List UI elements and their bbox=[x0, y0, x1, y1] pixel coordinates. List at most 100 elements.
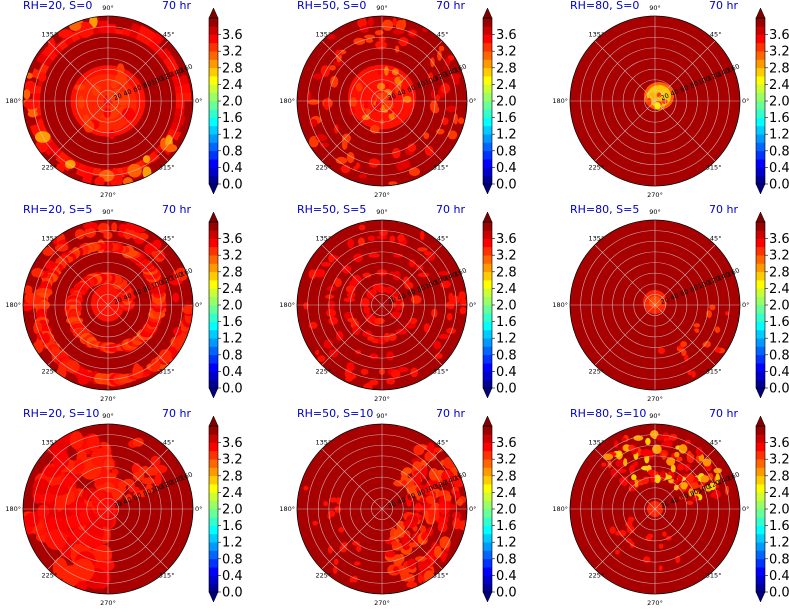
colorbar-segment bbox=[483, 484, 492, 493]
field-patch bbox=[438, 45, 445, 52]
field-patch bbox=[349, 577, 355, 583]
colorbar-segment bbox=[483, 296, 492, 306]
field-patch bbox=[703, 340, 711, 348]
field-patch bbox=[357, 237, 365, 246]
field-patch bbox=[424, 559, 431, 566]
field-patch bbox=[656, 434, 664, 441]
polar-panel: 20 40 60 801001201401600°45°90°135°180°225°… bbox=[552, 0, 749, 199]
angle-tick-label: 315° bbox=[706, 163, 722, 171]
field-patch bbox=[42, 246, 55, 256]
field-patch bbox=[446, 327, 456, 335]
polar-grid bbox=[296, 423, 468, 595]
polar-panel: 20 40 60 801001201401600°45°90°135°180°225°… bbox=[279, 407, 476, 607]
field-patch bbox=[438, 271, 451, 276]
field-patch bbox=[145, 466, 159, 476]
field-patch bbox=[308, 269, 317, 279]
colorbar-segment bbox=[209, 18, 218, 27]
colorbar-segment bbox=[209, 509, 218, 518]
field-patch bbox=[328, 316, 339, 325]
colorbar-segment bbox=[756, 321, 765, 331]
angle-tick-label: 225° bbox=[42, 367, 58, 375]
angle-tick-label: 45° bbox=[710, 31, 722, 39]
field-patch bbox=[396, 520, 406, 532]
colorbar-segment bbox=[756, 109, 765, 118]
radial-tick-label: 20 bbox=[112, 500, 123, 511]
colorbar-segment bbox=[756, 542, 765, 551]
radial-tick-label: 20 bbox=[386, 296, 397, 307]
field-patch bbox=[33, 321, 42, 335]
field-patch bbox=[686, 500, 694, 506]
field-patch bbox=[154, 472, 162, 487]
radial-tick-label: 40 bbox=[669, 496, 680, 507]
colorbar-extend-min bbox=[208, 591, 219, 603]
field-patch bbox=[340, 164, 351, 174]
field-patch bbox=[417, 272, 430, 278]
panel-time-label: 70 hr bbox=[709, 407, 738, 420]
field-patch bbox=[680, 341, 687, 348]
field-patch bbox=[141, 477, 155, 485]
angle-tick-label: 180° bbox=[279, 505, 295, 513]
colorbar-segment bbox=[483, 101, 492, 110]
field-patch bbox=[36, 52, 53, 68]
angle-tick-label: 225° bbox=[42, 163, 58, 171]
field-patch bbox=[58, 29, 74, 39]
colorbar-tick-label: 0.0 bbox=[496, 382, 517, 397]
angle-tick-label: 225° bbox=[589, 571, 605, 579]
polar-frame bbox=[569, 219, 741, 391]
field-patch bbox=[647, 469, 656, 476]
angle-tick-label: 270° bbox=[647, 191, 663, 199]
colorbar-segment bbox=[209, 246, 218, 256]
angle-tick-label: 135° bbox=[589, 31, 605, 39]
field-patch bbox=[141, 29, 157, 46]
colorbar-segment bbox=[756, 134, 765, 143]
colorbar-segment bbox=[756, 363, 765, 372]
colorbar-segment bbox=[756, 305, 765, 314]
polar-panel: 20 40 60 801001201401600°45°90°135°180°225°… bbox=[552, 203, 749, 403]
field-patch bbox=[74, 84, 86, 91]
colorbar-segment bbox=[209, 321, 218, 331]
colorbar-segment bbox=[209, 484, 218, 493]
colorbar-segment bbox=[756, 517, 765, 526]
field-patch bbox=[355, 82, 363, 92]
colorbar-segment bbox=[209, 134, 218, 143]
panel-title: RH=80, S=0 bbox=[570, 0, 639, 12]
field-patch bbox=[338, 527, 345, 533]
field-patch bbox=[334, 506, 342, 513]
colorbar-tick-label: 0.8 bbox=[222, 144, 243, 159]
colorbar-segment bbox=[209, 51, 218, 60]
field-patch bbox=[103, 458, 114, 470]
colorbar-tick-label: 2.8 bbox=[769, 469, 789, 484]
field-patch bbox=[54, 243, 69, 252]
field-patch bbox=[388, 181, 398, 186]
field-patch bbox=[446, 312, 453, 321]
colorbar-tick-label: 3.6 bbox=[222, 232, 243, 247]
field-patch bbox=[392, 147, 401, 159]
colorbar-tick-label: 2.4 bbox=[769, 78, 789, 93]
field-patch bbox=[407, 143, 417, 153]
field-patch bbox=[23, 89, 31, 100]
field-patch bbox=[152, 359, 161, 370]
field-patch bbox=[408, 259, 416, 268]
colorbar-segment bbox=[209, 550, 218, 560]
angle-tick-label: 90° bbox=[376, 412, 388, 420]
colorbar-tick-label: 3.6 bbox=[222, 436, 243, 451]
field-patch bbox=[357, 17, 367, 29]
field-patch bbox=[437, 50, 442, 61]
colorbar: 0.0 0.4 0.81.2 1.62.0 2.4 2.83.2 3.6 bbox=[208, 7, 243, 195]
angle-tick-label: 90° bbox=[649, 412, 661, 420]
colorbar-tick-label: 1.6 bbox=[769, 519, 789, 534]
colorbar-segment bbox=[483, 159, 492, 168]
field-patch bbox=[175, 100, 185, 110]
colorbar-segment bbox=[483, 167, 492, 176]
panel-title: RH=50, S=10 bbox=[297, 407, 373, 420]
panel-title: RH=20, S=5 bbox=[23, 203, 92, 216]
field-patch bbox=[24, 80, 36, 92]
colorbar-tick-label: 1.2 bbox=[769, 332, 789, 347]
colorbar-segment bbox=[756, 175, 765, 185]
field-patch bbox=[335, 49, 342, 56]
field-patch bbox=[373, 317, 385, 325]
field-patch bbox=[694, 328, 700, 333]
field-patch bbox=[397, 367, 409, 373]
field-patch bbox=[410, 367, 419, 378]
field-patch bbox=[452, 517, 462, 530]
